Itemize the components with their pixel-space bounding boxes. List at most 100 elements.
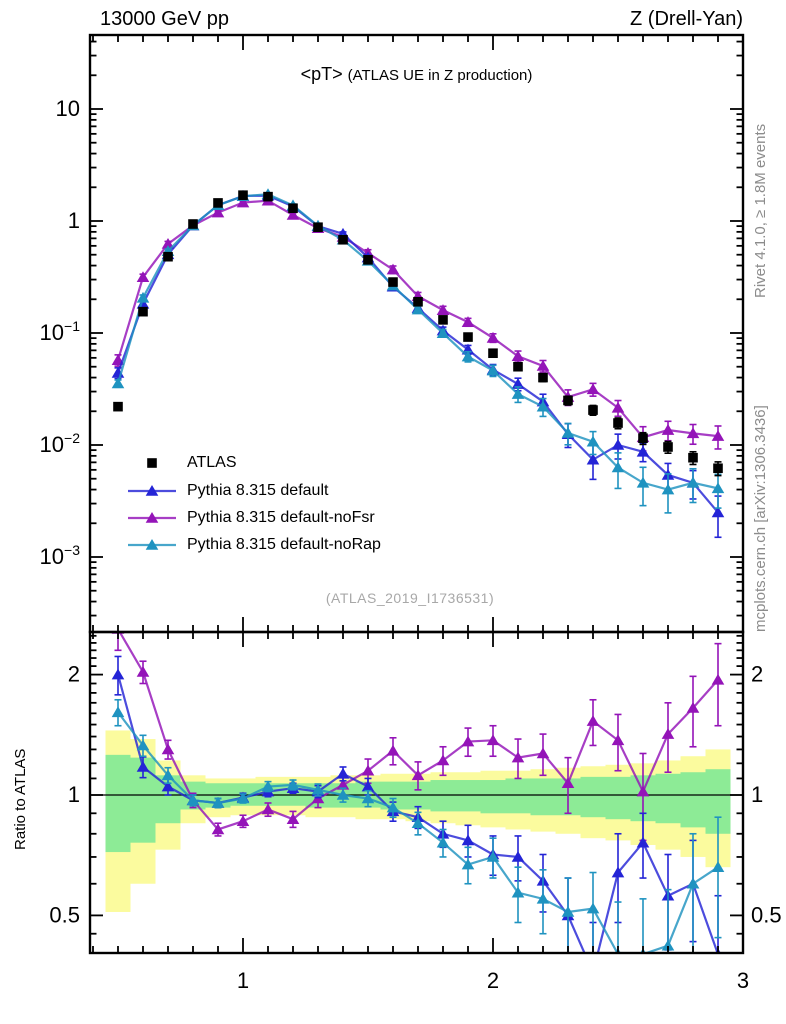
ratio-y-tick-label-left: 1 — [68, 782, 80, 807]
marker-triangle — [161, 769, 175, 781]
marker-square — [663, 442, 673, 452]
main-y-tick-label: 10−3 — [40, 542, 81, 569]
marker-triangle — [411, 817, 425, 829]
marker-triangle — [461, 834, 475, 846]
marker-triangle — [436, 327, 450, 338]
axis-ticks — [90, 35, 743, 953]
marker-triangle — [236, 815, 250, 827]
band-green-bin — [605, 776, 631, 820]
x-axis-tick-label: 3 — [737, 968, 749, 993]
marker-square — [338, 234, 348, 245]
marker-triangle — [486, 331, 500, 343]
band-green-bin — [505, 778, 531, 814]
marker-square — [413, 296, 423, 307]
marker-triangle — [136, 739, 150, 751]
ratio-axis-title: Ratio to ATLAS — [12, 748, 29, 850]
marker-triangle — [236, 196, 250, 208]
band-green-bin — [430, 780, 456, 812]
marker-square — [638, 433, 648, 444]
marker-triangle — [136, 666, 150, 677]
marker-square — [288, 203, 298, 214]
legend-item-noFsr — [128, 512, 176, 523]
marker-triangle — [636, 785, 650, 797]
x-axis-tick-label: 2 — [487, 968, 499, 993]
marker-triangle — [561, 426, 575, 438]
marker-triangle — [586, 435, 600, 447]
marker-square — [613, 418, 623, 428]
marker-square — [513, 361, 523, 372]
marker-triangle — [145, 485, 159, 496]
marker-triangle — [636, 836, 650, 848]
marker-triangle — [336, 778, 350, 790]
series-atlas-main — [113, 190, 723, 477]
marker-triangle — [236, 792, 250, 804]
marker-triangle — [686, 702, 700, 713]
beam-energy-label: 13000 GeV pp — [100, 8, 229, 30]
marker-triangle — [161, 743, 175, 755]
marker-triangle — [461, 350, 475, 362]
marker-square — [188, 219, 198, 229]
marker-square — [688, 452, 698, 463]
marker-triangle — [286, 813, 300, 824]
marker-triangle — [311, 783, 325, 795]
marker-square — [388, 277, 398, 287]
marker-triangle — [136, 271, 150, 282]
marker-triangle — [536, 359, 550, 371]
band-green-bin — [480, 780, 506, 814]
marker-triangle — [486, 850, 500, 862]
marker-triangle — [286, 209, 300, 220]
marker-triangle — [136, 760, 150, 772]
marker-triangle — [511, 350, 525, 362]
marker-triangle — [511, 850, 525, 862]
marker-triangle — [536, 892, 550, 904]
marker-triangle — [586, 902, 600, 914]
ratio-panel-frame — [88, 630, 745, 955]
marker-square — [147, 458, 157, 468]
marker-triangle — [587, 966, 600, 977]
marker-triangle — [211, 206, 225, 218]
marker-triangle — [361, 780, 375, 792]
ratio-y-tick-label-right: 0.5 — [751, 902, 782, 927]
marker-triangle — [211, 796, 225, 808]
marker-triangle — [711, 430, 725, 441]
marker-triangle — [411, 769, 425, 781]
marker-square — [563, 395, 573, 406]
marker-triangle — [711, 482, 725, 494]
ratio-y-tick-label-right: 1 — [751, 782, 763, 807]
marker-triangle — [286, 778, 300, 790]
ratio-y-tick-label-right: 2 — [751, 662, 763, 687]
series-noRap-main — [111, 188, 725, 514]
marker-square — [163, 251, 173, 262]
marker-triangle — [461, 316, 475, 327]
legend-item-default — [128, 485, 176, 496]
marker-square — [713, 463, 723, 474]
marker-square — [588, 405, 598, 415]
marker-square — [488, 348, 498, 359]
legend-label-default: Pythia 8.315 default — [187, 482, 329, 499]
marker-triangle — [336, 789, 350, 800]
x-axis-tick-label: 1 — [237, 968, 249, 993]
marker-triangle — [636, 445, 650, 457]
marker-triangle — [145, 539, 159, 550]
marker-square — [363, 255, 373, 265]
marker-triangle — [436, 304, 450, 315]
marker-triangle — [686, 427, 700, 439]
legend-label-norap: Pythia 8.315 default-noRap — [187, 536, 381, 553]
marker-triangle — [711, 673, 725, 685]
marker-square — [538, 372, 548, 383]
legend-item-noRap — [128, 539, 176, 550]
marker-triangle — [686, 877, 700, 889]
band-green-bin — [105, 754, 131, 853]
marker-square — [263, 191, 273, 202]
marker-triangle — [211, 823, 225, 835]
series-line — [116, 193, 719, 491]
marker-square — [313, 222, 323, 233]
marker-triangle — [436, 836, 450, 848]
marker-triangle — [511, 388, 525, 399]
band-green-bin — [680, 772, 706, 828]
rivet-version-note: Rivet 4.1.0, ≥ 1.8M events — [752, 123, 769, 298]
marker-triangle — [586, 383, 600, 395]
marker-triangle — [111, 377, 125, 389]
process-label: Z (Drell-Yan) — [630, 8, 743, 30]
ratio-y-tick-label-left: 0.5 — [49, 902, 80, 927]
